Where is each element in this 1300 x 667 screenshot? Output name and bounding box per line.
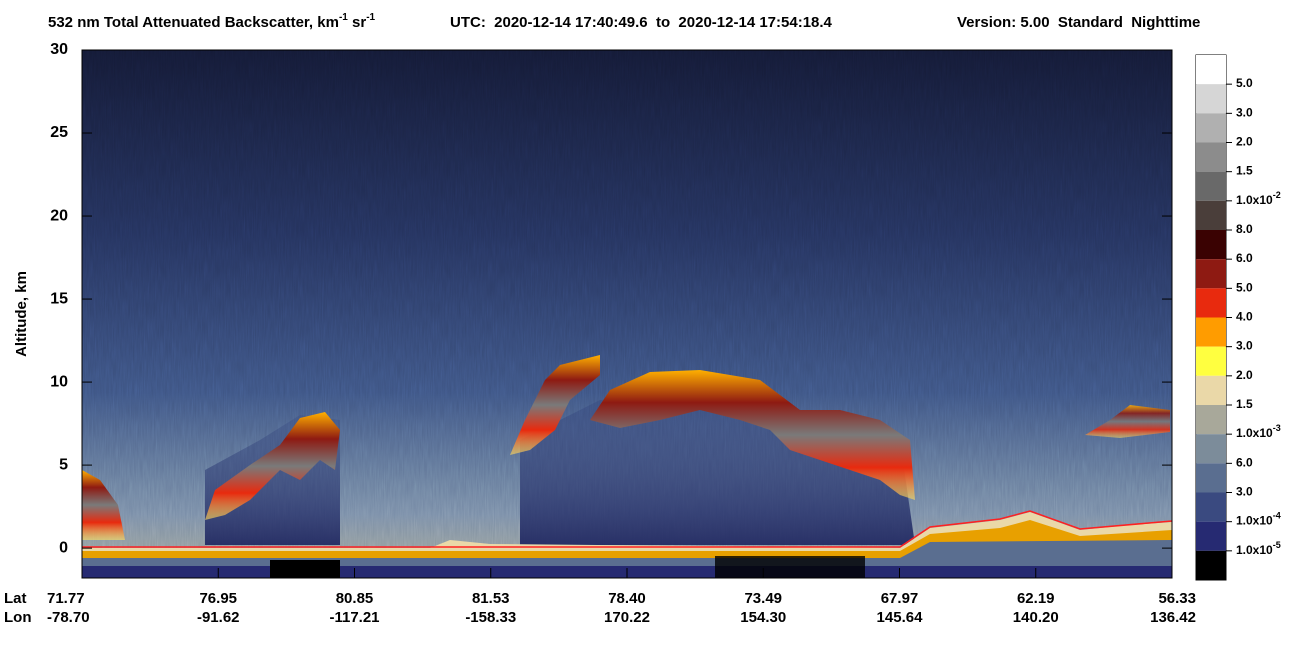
y-tick-label: 5	[59, 456, 68, 473]
colorbar-label-text: 8.0	[1236, 222, 1253, 236]
colorbar-label: 1.0x10-5	[1236, 540, 1281, 557]
colorbar-label-exponent: -5	[1273, 540, 1281, 550]
colorbar-swatch	[1196, 346, 1226, 376]
x-tick-label: -158.33	[465, 609, 516, 626]
x-tick-label: -117.21	[329, 609, 379, 626]
colorbar-label: 1.0x10-2	[1236, 190, 1281, 207]
colorbar-swatch	[1196, 171, 1226, 201]
colorbar-label-text: 3.0	[1236, 106, 1253, 120]
y-tick-label: 25	[50, 124, 68, 141]
colorbar-label-exponent: -3	[1273, 424, 1281, 434]
colorbar-swatch	[1196, 434, 1226, 464]
colorbar-label: 5.0	[1236, 281, 1253, 295]
colorbar-swatch	[1196, 288, 1226, 318]
colorbar-label: 1.0x10-3	[1236, 424, 1281, 441]
colorbar-label: 8.0	[1236, 222, 1253, 236]
colorbar-swatch	[1196, 405, 1226, 435]
x-tick-label: -78.70	[47, 609, 90, 626]
chart-title: 532 nm Total Attenuated Backscatter, km-…	[48, 12, 376, 31]
colorbar-label-text: 2.0	[1236, 135, 1253, 149]
colorbar-label: 2.0	[1236, 135, 1253, 149]
colorbar-swatch	[1196, 521, 1226, 551]
y-tick-label: 10	[50, 373, 68, 390]
colorbar-label-text: 4.0	[1236, 310, 1253, 324]
x-tick-label: 170.22	[604, 609, 650, 626]
colorbar-swatch	[1196, 84, 1226, 114]
title-segment: -1	[339, 12, 348, 23]
x-tick-label: 145.64	[877, 609, 924, 626]
x-tick-label: 80.85	[336, 590, 374, 607]
colorbar-label: 3.0	[1236, 106, 1253, 120]
colorbar-label: 1.5	[1236, 164, 1253, 178]
colorbar-swatch	[1196, 113, 1226, 143]
colorbar-swatch	[1196, 317, 1226, 347]
x-tick-label: -91.62	[197, 609, 240, 626]
x-tick-label: 71.77	[47, 590, 85, 607]
x-tick-label: 136.42	[1150, 609, 1196, 626]
colorbar-label: 2.0	[1236, 368, 1253, 382]
x-row-label: Lon	[4, 609, 32, 626]
x-tick-label: 56.33	[1158, 590, 1196, 607]
x-tick-label: 67.97	[881, 590, 919, 607]
y-tick-label: 30	[50, 41, 68, 58]
colorbar-label-text: 1.0x10	[1236, 426, 1273, 440]
y-tick-label: 0	[59, 539, 68, 556]
x-tick-label: 140.20	[1013, 609, 1059, 626]
colorbar-swatch	[1196, 142, 1226, 172]
x-tick-label: 62.19	[1017, 590, 1055, 607]
y-axis-label: Altitude, km	[13, 271, 30, 357]
colorbar-label-exponent: -4	[1273, 511, 1281, 521]
colorbar-label: 1.5	[1236, 397, 1253, 411]
y-tick-label: 20	[50, 207, 68, 224]
colorbar-label-text: 1.5	[1236, 397, 1253, 411]
colorbar-label-text: 3.0	[1236, 485, 1253, 499]
colorbar-label-text: 1.0x10	[1236, 193, 1273, 207]
curtain-image	[82, 50, 1172, 578]
colorbar-swatch	[1196, 492, 1226, 522]
x-row-label: Lat	[4, 590, 27, 607]
colorbar-swatch	[1196, 375, 1226, 405]
colorbar-label-text: 3.0	[1236, 339, 1253, 353]
colorbar-label: 3.0	[1236, 339, 1253, 353]
colorbar-label-text: 1.5	[1236, 164, 1253, 178]
colorbar-label-text: 5.0	[1236, 281, 1253, 295]
colorbar-label: 6.0	[1236, 456, 1253, 470]
colorbar-label-exponent: -2	[1273, 190, 1281, 200]
x-tick-label: 154.30	[740, 609, 786, 626]
colorbar-swatch	[1196, 550, 1226, 580]
colorbar-label-text: 2.0	[1236, 368, 1253, 382]
colorbar-label-text: 5.0	[1236, 76, 1253, 90]
colorbar-swatch	[1196, 463, 1226, 493]
colorbar-label: 6.0	[1236, 251, 1253, 265]
colorbar-label: 5.0	[1236, 76, 1253, 90]
colorbar-swatch	[1196, 55, 1226, 85]
colorbar-label: 3.0	[1236, 485, 1253, 499]
x-tick-label: 76.95	[199, 590, 237, 607]
version: Version: 5.00 Standard Nighttime	[957, 14, 1200, 31]
y-tick-label: 15	[50, 290, 68, 307]
colorbar-label: 1.0x10-4	[1236, 511, 1281, 528]
colorbar-label-text: 1.0x10	[1236, 543, 1273, 557]
x-tick-label: 81.53	[472, 590, 510, 607]
title-segment: 532 nm Total Attenuated Backscatter, km	[48, 14, 339, 31]
x-tick-label: 73.49	[744, 590, 782, 607]
colorbar-swatch	[1196, 259, 1226, 289]
x-tick-label: 78.40	[608, 590, 646, 607]
time-range: UTC: 2020-12-14 17:40:49.6 to 2020-12-14…	[450, 14, 833, 31]
colorbar-label: 4.0	[1236, 310, 1253, 324]
colorbar-label-text: 6.0	[1236, 251, 1253, 265]
colorbar-label-text: 6.0	[1236, 456, 1253, 470]
colorbar-swatch	[1196, 230, 1226, 260]
colorbar-label-text: 1.0x10	[1236, 514, 1273, 528]
colorbar-swatch	[1196, 200, 1226, 230]
title-segment: -1	[366, 12, 375, 23]
title-segment: sr	[348, 14, 367, 31]
